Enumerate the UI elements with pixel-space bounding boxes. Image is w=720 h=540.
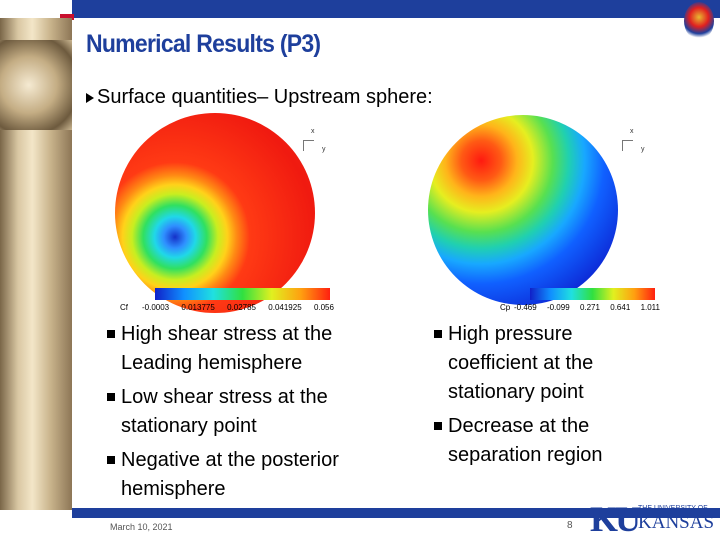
bullet-list: High shear stress at the Leading hemisph… [107,320,397,509]
bullet-text: Decrease at the separation region [448,415,603,466]
colorbar-tick: 0.271 [579,303,600,312]
bullet-list: High pressure coefficient at the station… [434,320,664,475]
red-accent [60,14,74,20]
bullet-marker [107,393,115,401]
cf-sphere [115,113,315,313]
axis-label: y [641,146,645,153]
bottom-bar [72,508,720,518]
bullet-marker [107,456,115,464]
logo-text: KANSAS [638,512,715,533]
bullet-text: Low shear stress at the stationary point [121,386,328,437]
bullet-item: Negative at the posterior hemisphere [107,446,397,504]
bullet-item: Decrease at the separation region [434,412,664,470]
colorbar-ticks: -0.469 -0.099 0.271 0.641 1.011 [514,303,660,312]
axis-triad [303,140,314,151]
axis-label: x [630,128,634,135]
slide-title: Numerical Results (P3) [86,30,321,58]
axis-label: x [311,128,315,135]
colorbar-tick: 0.056 [313,303,334,312]
bullet-marker [434,422,442,430]
mascot-logo [684,2,714,40]
colorbar-tick: 1.011 [640,303,660,312]
bullet-item: High shear stress at the Leading hemisph… [107,320,397,378]
bullet-text: High pressure coefficient at the station… [448,323,594,403]
logo-text: THE UNIVERSITY OF [638,505,708,512]
colorbar [155,288,330,300]
axis-label: y [322,146,326,153]
colorbar-label: Cf [120,303,128,312]
colorbar-tick: 0.013775 [181,303,215,312]
bullet-arrow [86,93,94,103]
colorbar-tick: -0.099 [546,303,570,312]
bullet-item: Low shear stress at the stationary point [107,383,397,441]
bullet-text: High shear stress at the Leading hemisph… [121,323,333,374]
logo-letters: KU [590,499,641,539]
colorbar [530,288,655,300]
colorbar-tick: 0.041925 [268,303,302,312]
pillar-capital [0,40,72,130]
footer-date: March 10, 2021 [110,522,173,532]
intro-text: Surface quantities– Upstream sphere: [97,86,433,108]
colorbar-tick: 0.02785 [227,303,256,312]
page-number: 8 [567,520,573,531]
colorbar-label: Cp [500,303,511,312]
cp-sphere [428,115,618,305]
bullet-marker [107,330,115,338]
top-bar [72,0,720,18]
bullet-marker [434,330,442,338]
bullet-text: Negative at the posterior hemisphere [121,449,339,500]
axis-triad [622,140,633,151]
colorbar-ticks: -0.0003 0.013775 0.02785 0.041925 0.056 [142,303,334,312]
colorbar-tick: -0.0003 [142,303,170,312]
colorbar-tick: -0.469 [514,303,537,312]
bullet-item: High pressure coefficient at the station… [434,320,664,407]
colorbar-tick: 0.641 [610,303,631,312]
top-accent [0,0,72,18]
